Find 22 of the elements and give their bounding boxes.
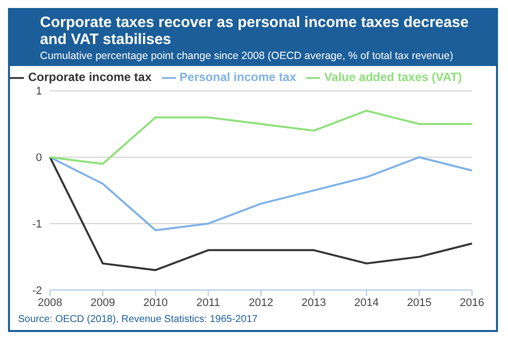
y-tick-label: -1	[32, 218, 42, 231]
line-series	[49, 156, 473, 272]
line-series	[49, 156, 473, 232]
x-tick-label: 2016	[460, 296, 484, 309]
x-tick-label: 2015	[407, 296, 432, 309]
x-tick-label: 2014	[354, 296, 379, 309]
line-series	[49, 110, 473, 165]
y-tick-label: 0	[36, 152, 42, 164]
x-tick-label: 2009	[90, 296, 115, 309]
chart-subtitle: Cumulative percentage point change since 2008 (OECD average, % of total tax revenue)	[40, 49, 454, 64]
legend-label: Corporate income tax	[28, 70, 152, 84]
x-tick-label: 2012	[248, 296, 274, 309]
y-tick-label: 1	[36, 86, 42, 98]
source-note: Source: OECD (2018), Revenue Statistics: 1965-2017	[17, 314, 259, 325]
x-tick-label: 2011	[196, 296, 220, 309]
x-tick-label: 2008	[38, 296, 62, 309]
chart-title: Corporate taxes recover as personal income taxes decrease and VAT stabilises	[40, 14, 470, 48]
legend-label: Value added taxes (VAT)	[324, 70, 462, 84]
x-tick-label: 2010	[143, 296, 168, 309]
legend-label: Personal income tax	[180, 70, 296, 84]
x-tick-label: 2013	[302, 296, 326, 309]
y-tick-label: -2	[32, 284, 42, 297]
